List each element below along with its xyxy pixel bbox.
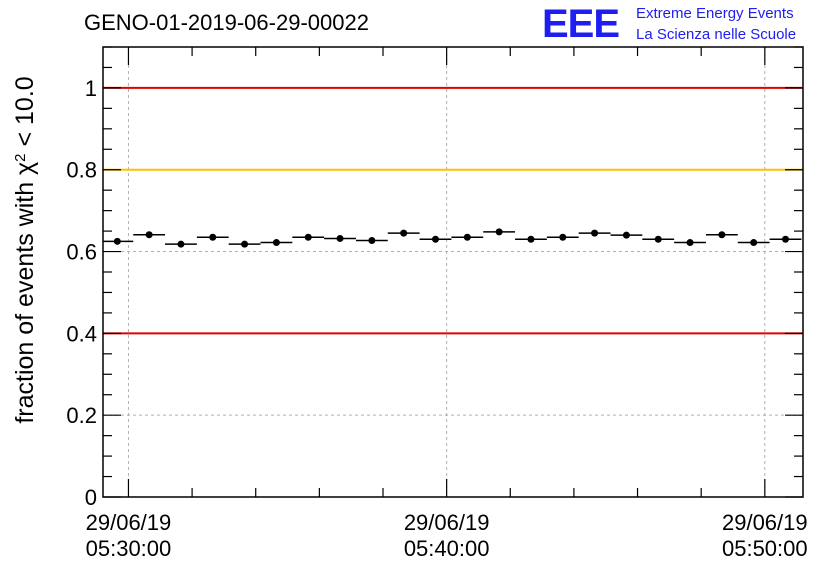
y-tick-label: 0.8 bbox=[66, 158, 97, 183]
data-point bbox=[113, 237, 121, 245]
data-point bbox=[209, 233, 217, 241]
data-series bbox=[103, 228, 802, 248]
plot-frame bbox=[102, 46, 804, 498]
y-tick-label: 0.6 bbox=[66, 240, 97, 265]
reference-lines bbox=[103, 86, 803, 335]
data-point bbox=[686, 239, 694, 247]
x-tick-label-time: 05:40:00 bbox=[404, 536, 490, 561]
logo-line-2: La Scienza nelle Scuole bbox=[636, 26, 797, 43]
data-point bbox=[272, 239, 280, 247]
data-point bbox=[527, 235, 535, 243]
data-point bbox=[432, 235, 439, 243]
data-point bbox=[145, 231, 153, 239]
data-point bbox=[559, 233, 567, 241]
y-axis-label-symbol: χ bbox=[11, 162, 39, 175]
data-point bbox=[241, 240, 249, 248]
data-point bbox=[622, 231, 630, 239]
data-point bbox=[718, 231, 726, 239]
y-tick-label: 0 bbox=[85, 485, 97, 510]
x-tick-label-time: 05:50:00 bbox=[722, 536, 808, 561]
x-tick-label-date: 29/06/19 bbox=[722, 510, 808, 535]
data-point bbox=[304, 233, 312, 241]
data-point bbox=[336, 234, 344, 242]
data-point bbox=[368, 237, 376, 244]
data-point bbox=[400, 229, 408, 237]
data-point bbox=[495, 228, 503, 236]
tick-labels: 00.20.40.60.8129/06/1905:30:0029/06/1905… bbox=[66, 76, 807, 561]
y-tick-label: 0.4 bbox=[66, 321, 97, 346]
x-tick-label-date: 29/06/19 bbox=[404, 510, 490, 535]
data-point bbox=[654, 235, 662, 243]
data-point bbox=[750, 239, 758, 247]
y-axis-label-prefix: fraction of events with bbox=[11, 175, 39, 424]
data-point bbox=[463, 233, 471, 241]
eee-logo-mark: EEE bbox=[542, 2, 620, 46]
x-tick-label-time: 05:30:00 bbox=[86, 536, 172, 561]
data-point bbox=[591, 229, 599, 237]
logo-line-1: Extreme Energy Events bbox=[636, 5, 794, 22]
grid bbox=[103, 47, 803, 497]
data-point bbox=[177, 240, 185, 248]
y-axis-label-suffix: < 10.0 bbox=[11, 76, 39, 153]
y-tick-label: 1 bbox=[85, 76, 97, 101]
plot-title: GENO-01-2019-06-29-00022 bbox=[84, 10, 369, 35]
data-point bbox=[782, 235, 789, 243]
y-tick-label: 0.2 bbox=[66, 403, 97, 428]
y-axis-label-sup: 2 bbox=[12, 153, 29, 161]
axis-ticks bbox=[103, 46, 803, 498]
x-tick-label-date: 29/06/19 bbox=[86, 510, 172, 535]
y-axis-label: fraction of events with χ2 < 10.0 bbox=[11, 76, 39, 423]
